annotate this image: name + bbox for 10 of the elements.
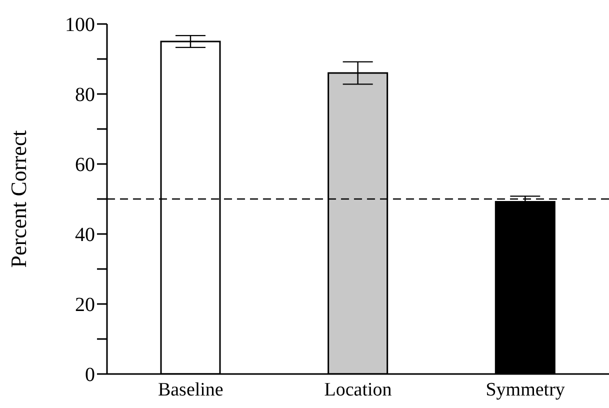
y-tick-label: 20: [75, 294, 95, 316]
x-tick-label: Symmetry: [486, 379, 566, 400]
y-axis-title: Percent Correct: [6, 130, 31, 268]
y-tick-label: 80: [75, 84, 95, 106]
y-tick-label: 0: [85, 364, 95, 386]
x-tick-label: Baseline: [158, 379, 224, 400]
y-tick-label: 100: [65, 14, 95, 36]
y-tick-label: 40: [75, 224, 95, 246]
y-tick-label: 60: [75, 154, 95, 176]
x-tick-label: Location: [324, 379, 392, 400]
